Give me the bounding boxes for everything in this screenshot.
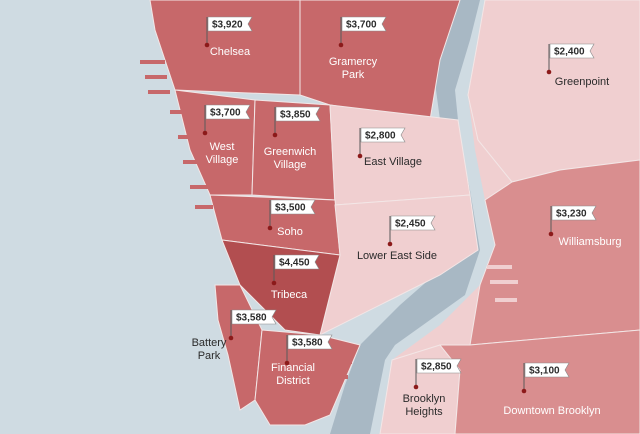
price-label: $3,230 (556, 209, 587, 220)
location-marker (284, 360, 290, 366)
price-label: $2,400 (554, 47, 585, 58)
location-marker (521, 388, 527, 394)
neighborhood-name: District (276, 375, 310, 387)
location-marker (387, 241, 393, 247)
neighborhood-name: Soho (277, 226, 303, 238)
location-marker (272, 132, 278, 138)
neighborhood-name: Lower East Side (357, 250, 437, 262)
price-flag (274, 254, 320, 270)
price-flag (341, 16, 387, 32)
location-marker (228, 335, 234, 341)
price-flag (287, 334, 333, 350)
price-label: $2,800 (365, 131, 396, 142)
neighborhood-name: Village (274, 159, 307, 171)
neighborhood-greenpoint: $2,400 Greenpoint (546, 43, 609, 88)
price-flag (390, 215, 436, 231)
hudson-piers (140, 60, 213, 209)
price-flag (360, 127, 406, 143)
neighborhood-name: West (210, 141, 235, 153)
location-marker (413, 384, 419, 390)
price-flag (207, 16, 253, 32)
price-label: $3,700 (210, 108, 241, 119)
downtown-brooklyn-area (438, 329, 640, 434)
price-flag (551, 205, 597, 221)
brooklyn-piers (487, 265, 518, 302)
price-label: $3,700 (346, 20, 377, 31)
neighborhood-name: Financial (271, 362, 315, 374)
neighborhood-name: Greenwich (264, 146, 317, 158)
greenpoint-area (467, 0, 640, 183)
neighborhood-name: Downtown Brooklyn (503, 405, 600, 417)
location-marker (546, 69, 552, 75)
east-village-area (329, 104, 471, 206)
neighborhood-les: $2,450 Lower East Side (357, 215, 437, 262)
neighborhood-tribeca: $4,450 Tribeca (271, 254, 320, 301)
neighborhood-name: Park (198, 350, 221, 362)
neighborhood-name: Gramercy (329, 56, 378, 68)
location-marker (204, 42, 210, 48)
price-flag (205, 104, 251, 120)
east-river-piers-fidi (328, 345, 357, 379)
east-river (330, 0, 480, 434)
neighborhood-chelsea: $3,920 Chelsea (204, 16, 253, 58)
neighborhood-name: Tribeca (271, 289, 308, 301)
neighborhood-name: Williamsburg (559, 236, 622, 248)
price-label: $3,580 (236, 313, 267, 324)
neighborhood-soho: $3,500 Soho (267, 199, 316, 238)
price-label: $2,450 (395, 219, 426, 230)
price-label: $3,580 (292, 338, 323, 349)
price-flag (275, 106, 321, 122)
price-label: $3,500 (275, 203, 306, 214)
price-label: $2,850 (421, 362, 452, 373)
price-label: $3,850 (280, 110, 311, 121)
price-label: $4,450 (279, 258, 310, 269)
neighborhood-name: Brooklyn (403, 393, 446, 405)
neighborhood-downtown-brooklyn: $3,100 Downtown Brooklyn (503, 362, 601, 417)
neighborhood-williamsburg: $3,230 Williamsburg (548, 205, 622, 248)
labels-layer: $3,920Chelsea$3,700GramercyPark$2,400Gre… (192, 16, 622, 418)
neighborhood-name: Greenpoint (555, 76, 609, 88)
neighborhood-name: East Village (364, 156, 422, 168)
location-marker (548, 231, 554, 237)
location-marker (267, 225, 273, 231)
neighborhood-name: Village (206, 154, 239, 166)
neighborhood-name: Park (342, 69, 365, 81)
location-marker (338, 42, 344, 48)
neighborhood-east-village: $2,800 East Village (357, 127, 422, 168)
price-flag (231, 309, 277, 325)
location-marker (202, 130, 208, 136)
price-flag (270, 199, 316, 215)
price-flag (549, 43, 595, 59)
location-marker (357, 153, 363, 159)
neighborhood-name: Heights (405, 406, 443, 418)
price-flag (524, 362, 570, 378)
price-label: $3,100 (529, 366, 560, 377)
price-flag (416, 358, 462, 374)
neighborhood-name: Chelsea (210, 46, 251, 58)
neighborhood-name: Battery (192, 337, 227, 349)
location-marker (271, 280, 277, 286)
price-label: $3,920 (212, 20, 243, 31)
